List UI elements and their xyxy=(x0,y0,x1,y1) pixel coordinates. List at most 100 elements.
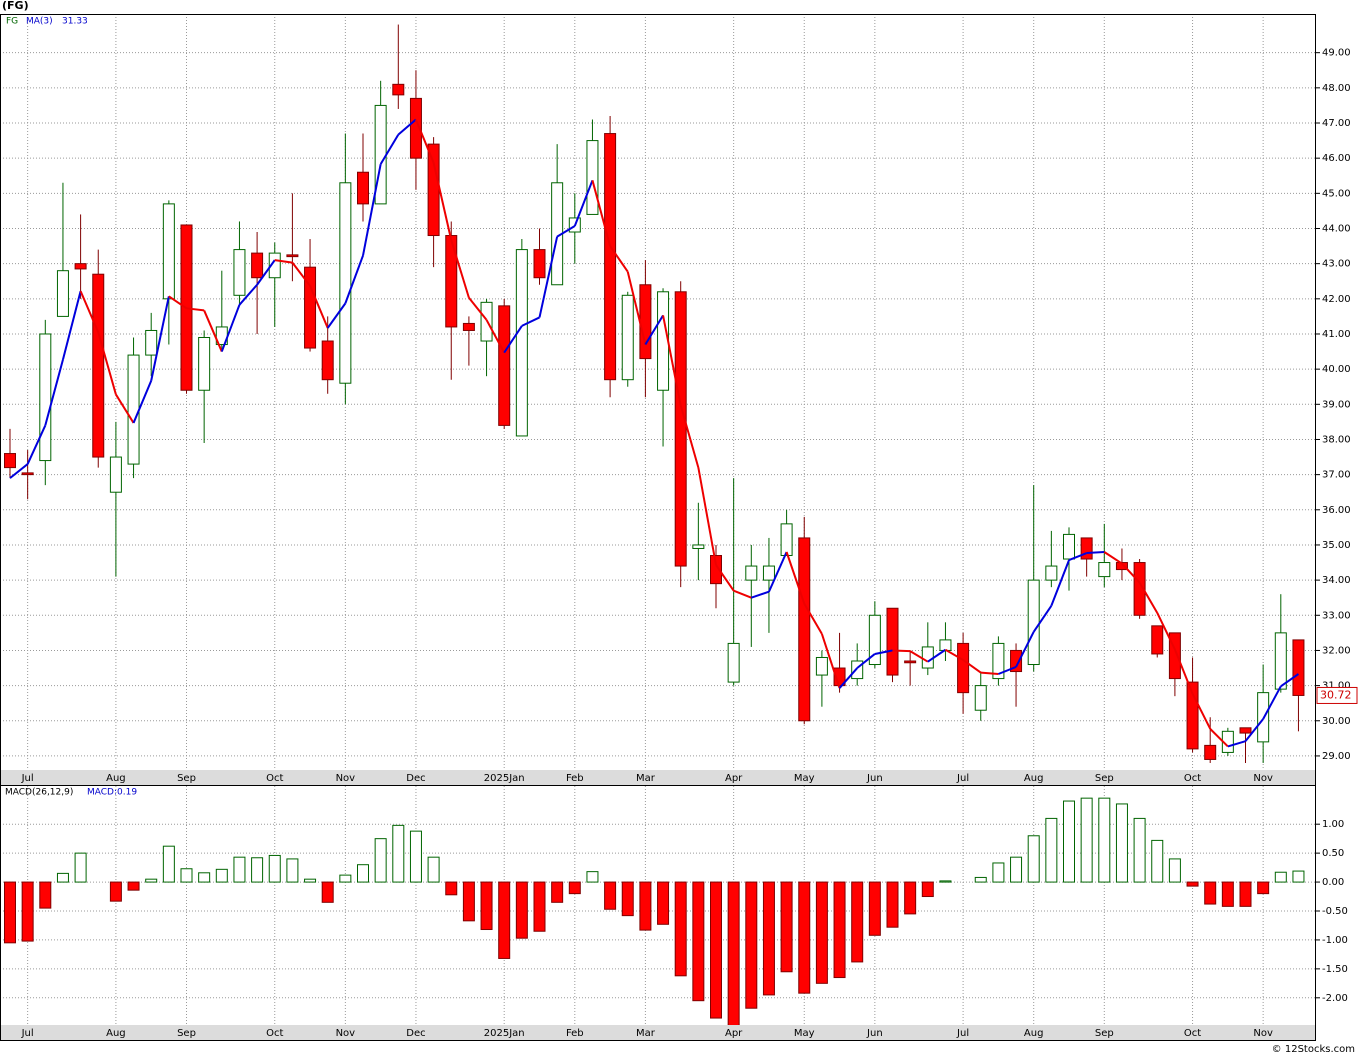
ma-segment xyxy=(962,659,982,674)
macd-bar xyxy=(1221,881,1234,907)
ma-segment xyxy=(768,551,788,593)
ma-segment xyxy=(1209,728,1229,748)
ma-segment xyxy=(238,284,258,306)
ma-segment xyxy=(626,271,647,345)
ma-segment xyxy=(97,331,117,395)
x-tick-label: Apr xyxy=(725,773,743,784)
macd-bar xyxy=(286,858,299,883)
candle-body xyxy=(445,235,458,328)
candle-body xyxy=(1274,632,1287,690)
candle-body xyxy=(1080,537,1093,560)
macd-bar xyxy=(992,862,1005,883)
macd-bar xyxy=(710,881,722,1019)
candle-body xyxy=(233,249,246,296)
ma-segment xyxy=(998,666,1017,675)
x-tick-label: Jul xyxy=(956,773,969,784)
candle-body xyxy=(56,270,69,317)
y-tick-label: 33.00 xyxy=(1322,610,1351,621)
y-tick-label: -1.50 xyxy=(1322,964,1348,975)
ma-segment xyxy=(203,310,223,352)
macd-bar xyxy=(1257,881,1270,895)
ma-segment xyxy=(397,118,417,136)
ma-segment xyxy=(1121,562,1141,584)
ma-segment xyxy=(785,551,806,605)
ma-segment xyxy=(803,603,823,635)
y-tick-label: 35.00 xyxy=(1322,540,1351,551)
macd-bar xyxy=(815,881,828,984)
ma-segment xyxy=(1244,718,1264,742)
x-tick-label: Sep xyxy=(177,1028,196,1039)
ma-segment xyxy=(274,259,293,264)
y-tick-label: 42.00 xyxy=(1322,294,1351,305)
candle-body xyxy=(851,660,864,680)
macd-bar xyxy=(1098,797,1111,883)
candle-body xyxy=(886,607,899,676)
x-tick-label: Feb xyxy=(566,1028,584,1039)
candle-body xyxy=(1239,727,1252,734)
candle-body xyxy=(409,97,422,159)
ma-segment xyxy=(715,564,735,592)
ma-segment xyxy=(750,590,770,599)
macd-bar xyxy=(498,881,511,959)
macd-bar xyxy=(39,881,52,909)
ma-segment xyxy=(1191,693,1212,730)
ma-segment xyxy=(1068,552,1088,562)
last-price-label: 30.72 xyxy=(1320,688,1352,701)
x-tick-label: Nov xyxy=(336,1028,356,1039)
ma-segment xyxy=(450,239,470,299)
x-tick-label: Sep xyxy=(177,773,196,784)
macd-bar xyxy=(533,881,546,932)
x-tick-label: May xyxy=(794,1028,815,1039)
y-tick-label: 43.00 xyxy=(1322,259,1351,270)
macd-bar xyxy=(868,881,881,936)
ma-segment xyxy=(591,180,612,247)
x-tick-label: Jul xyxy=(21,773,34,784)
x-tick-label: Apr xyxy=(725,1028,743,1039)
x-tick-label: Mar xyxy=(636,773,656,784)
ma-segment xyxy=(9,463,29,479)
candle-body xyxy=(339,182,352,384)
macd-bar xyxy=(621,881,634,917)
macd-bar xyxy=(233,856,246,883)
macd-bar xyxy=(674,881,687,977)
ma-segment xyxy=(362,163,382,256)
x-tick-label: Aug xyxy=(1024,1028,1044,1039)
candle-body xyxy=(780,523,793,557)
candle-body xyxy=(427,143,440,237)
candle-body xyxy=(304,266,317,349)
macd-bar xyxy=(268,854,281,883)
ma-segment xyxy=(503,325,523,354)
legend-macd-value: 0.19 xyxy=(117,788,137,798)
ma-segment xyxy=(573,179,594,227)
candle-body xyxy=(145,329,158,356)
candle-body xyxy=(1151,625,1164,655)
x-tick-label: Dec xyxy=(406,773,425,784)
ma-segment xyxy=(26,424,47,465)
x-tick-label: 2025Jan xyxy=(484,1028,525,1039)
macd-bar xyxy=(321,881,334,903)
ma-segment xyxy=(538,236,559,318)
macd-bar xyxy=(251,857,264,883)
macd-bar xyxy=(180,868,193,883)
macd-bar xyxy=(1151,839,1164,883)
ma-segment xyxy=(927,648,947,663)
ma-segment xyxy=(556,225,576,238)
y-tick-label: 30.00 xyxy=(1322,716,1351,727)
macd-bar xyxy=(1115,803,1128,883)
x-tick-label: Aug xyxy=(106,773,126,784)
macd-bar xyxy=(939,880,952,883)
macd-bar xyxy=(1045,817,1058,883)
macd-bar xyxy=(374,838,387,883)
candle-body xyxy=(710,555,722,585)
legend-ticker: FG xyxy=(6,17,18,27)
macd-bar xyxy=(886,881,899,928)
macd-panel xyxy=(0,786,1315,1025)
macd-bar xyxy=(798,881,811,994)
macd-bar xyxy=(657,881,670,925)
ma-segment xyxy=(168,295,188,310)
macd-bar xyxy=(339,874,352,883)
candle-body xyxy=(1204,744,1217,760)
macd-bar xyxy=(974,876,987,883)
macd-bar xyxy=(445,881,458,896)
